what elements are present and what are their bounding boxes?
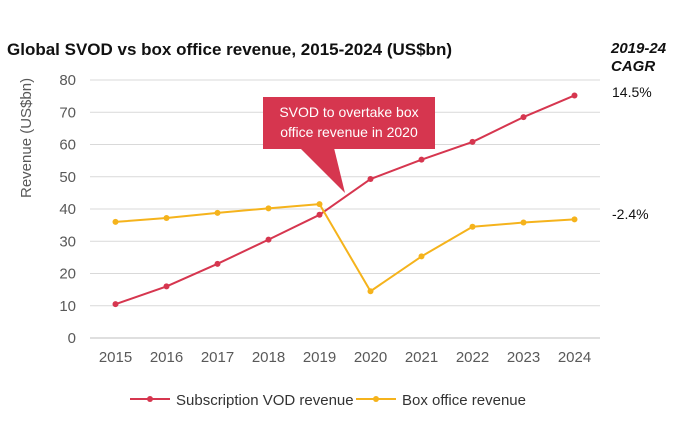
y-tick-label: 30 xyxy=(59,233,76,250)
y-tick-label: 70 xyxy=(59,104,76,121)
svod-point xyxy=(163,283,170,290)
cagr-svod: 14.5% xyxy=(612,84,652,100)
box-office-point xyxy=(418,253,425,260)
svod-point xyxy=(316,211,323,218)
box-office-point xyxy=(520,219,527,226)
box-office-point xyxy=(571,216,578,223)
x-tick-label: 2023 xyxy=(507,349,540,366)
x-tick-label: 2015 xyxy=(99,349,132,366)
y-tick-label: 40 xyxy=(59,201,76,218)
y-tick-label: 60 xyxy=(59,137,76,154)
box-office-point xyxy=(163,215,170,222)
x-tick-label: 2021 xyxy=(405,349,438,366)
y-tick-label: 10 xyxy=(59,298,76,315)
series-lines xyxy=(112,92,578,308)
cagr-header: 2019-24 CAGR xyxy=(611,40,666,76)
legend-label-box-office: Box office revenue xyxy=(402,392,526,409)
svod-point xyxy=(571,92,578,99)
x-tick-label: 2017 xyxy=(201,349,234,366)
cagr-box-office: -2.4% xyxy=(612,206,649,222)
y-tick-label: 20 xyxy=(59,266,76,283)
svod-line xyxy=(115,94,575,306)
box-office-point xyxy=(214,209,221,216)
svod-point xyxy=(418,156,425,163)
svod-point xyxy=(214,260,221,267)
svod-point xyxy=(469,138,476,145)
box-office-point xyxy=(316,201,323,208)
chart-title: Global SVOD vs box office revenue, 2015-… xyxy=(7,40,452,59)
box-office-line xyxy=(115,203,575,293)
svod-point xyxy=(367,176,374,183)
x-tick-label: 2022 xyxy=(456,349,489,366)
legend-label-svod: Subscription VOD revenue xyxy=(176,392,354,409)
box-office-point xyxy=(265,205,272,212)
callout-box: SVOD to overtake box office revenue in 2… xyxy=(263,97,435,149)
box-office-point xyxy=(469,223,476,230)
cagr-header-label: CAGR xyxy=(611,58,656,75)
callout-pointer xyxy=(300,148,345,193)
legend-marker-box-office xyxy=(373,396,379,402)
x-tick-label: 2016 xyxy=(150,349,183,366)
cagr-header-period: 2019-24 xyxy=(611,40,667,57)
y-tick-labels: 0 10 20 30 40 50 60 70 80 xyxy=(59,72,76,347)
x-tick-labels: 2015 2016 2017 2018 2019 2020 2021 2022 2023 2024 xyxy=(99,349,591,366)
svod-point xyxy=(112,301,119,308)
box-office-point xyxy=(112,218,119,225)
y-tick-label: 50 xyxy=(59,169,76,186)
gridlines xyxy=(90,79,600,339)
y-tick-label: 80 xyxy=(59,72,76,89)
legend-marker-svod xyxy=(147,396,153,402)
x-tick-label: 2018 xyxy=(252,349,285,366)
y-axis-label: Revenue (US$bn) xyxy=(18,77,35,198)
svod-point xyxy=(520,114,527,121)
y-tick-label: 0 xyxy=(68,330,76,347)
x-tick-label: 2024 xyxy=(558,349,591,366)
box-office-point xyxy=(367,288,374,295)
svod-point xyxy=(265,236,272,243)
x-tick-label: 2020 xyxy=(354,349,387,366)
x-tick-label: 2019 xyxy=(303,349,336,366)
